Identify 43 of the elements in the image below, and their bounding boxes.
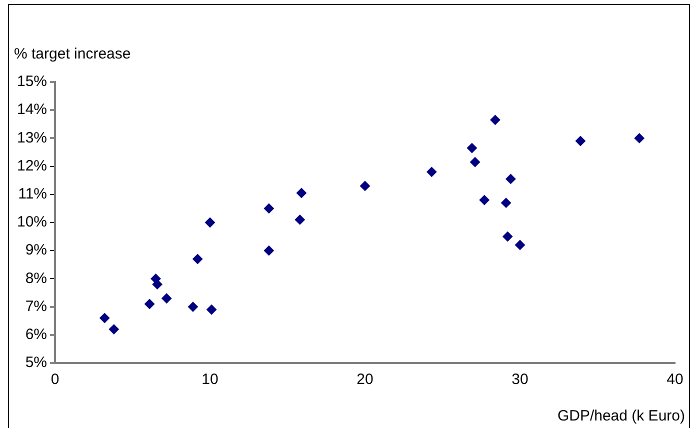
point xyxy=(144,298,155,309)
point xyxy=(188,302,198,312)
point xyxy=(162,293,172,304)
y-tick-label: 8% xyxy=(25,270,48,287)
x-axis-title: GDP/head (k Euro) xyxy=(557,408,685,425)
point xyxy=(192,254,203,264)
y-tick-label: 10% xyxy=(16,214,48,231)
y-tick-label: 12% xyxy=(16,157,48,174)
y-tick-label: 5% xyxy=(25,354,48,372)
x-tick-label: 20 xyxy=(356,371,374,388)
y-tick-label: 7% xyxy=(25,298,48,315)
point xyxy=(470,157,480,168)
point xyxy=(100,313,110,324)
point xyxy=(479,195,490,206)
x-tick-label: 40 xyxy=(666,371,684,388)
point xyxy=(108,324,119,334)
x-tick-label: 0 xyxy=(50,371,60,388)
y-axis-title: % target increase xyxy=(14,46,131,63)
x-tick-label: 10 xyxy=(202,371,218,388)
y-tick-label: 13% xyxy=(16,129,48,146)
point xyxy=(205,218,216,228)
y-tick-label: 11% xyxy=(18,186,48,203)
point xyxy=(152,279,162,290)
x-tick-label: 30 xyxy=(512,371,528,388)
point xyxy=(506,174,516,184)
point xyxy=(502,232,513,242)
y-tick-label: 15% xyxy=(16,73,48,90)
point xyxy=(264,246,274,256)
y-tick-label: 6% xyxy=(25,326,48,344)
point xyxy=(264,203,274,214)
point xyxy=(490,114,500,125)
point xyxy=(515,240,526,250)
point xyxy=(206,304,217,315)
y-tick-label: 9% xyxy=(25,242,48,259)
point xyxy=(634,133,644,144)
point xyxy=(575,136,586,146)
point xyxy=(360,180,370,191)
point xyxy=(296,188,306,198)
point xyxy=(466,143,477,154)
point xyxy=(294,214,305,225)
y-tick-label: 14% xyxy=(16,101,48,118)
point xyxy=(501,198,512,208)
point xyxy=(426,166,437,177)
